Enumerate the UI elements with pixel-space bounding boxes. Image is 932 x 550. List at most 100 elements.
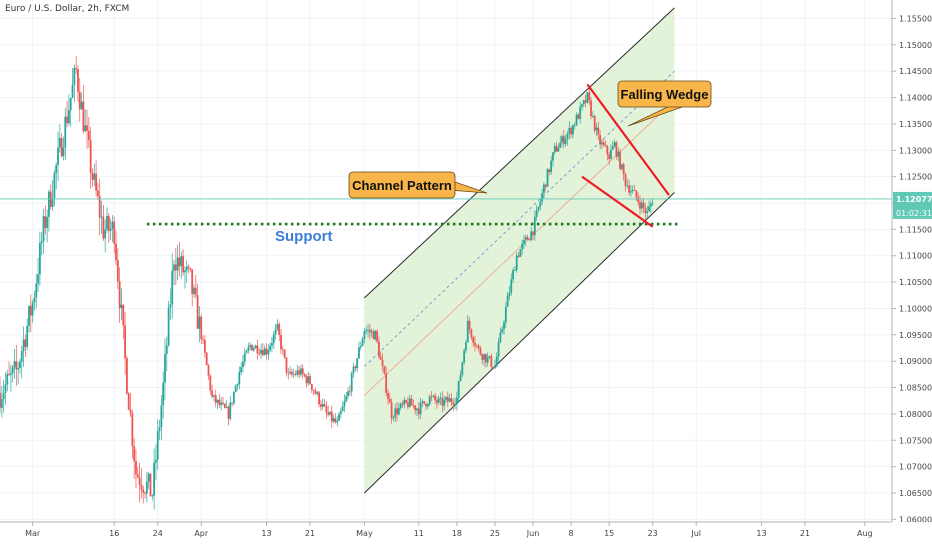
candle-body — [646, 211, 649, 213]
candle-body — [191, 269, 194, 294]
price-tick-label: 1.10000 — [899, 304, 932, 313]
candle-body — [9, 373, 12, 375]
candle-body — [203, 340, 206, 353]
candle-body — [185, 266, 188, 271]
candle-body — [223, 403, 226, 408]
candle-body — [599, 134, 602, 145]
candle-body — [209, 375, 212, 391]
candle-body — [86, 125, 88, 131]
candle-body — [383, 366, 386, 374]
candle-body — [510, 279, 513, 293]
candle-body — [481, 354, 484, 360]
candle-body — [617, 151, 620, 157]
date-axis-bg — [0, 522, 932, 550]
candle-body — [573, 125, 576, 126]
candle-body — [164, 354, 166, 383]
candle-body — [365, 330, 368, 332]
candle-body — [552, 152, 554, 161]
candle-body — [399, 403, 402, 408]
candle-body — [559, 142, 562, 149]
candle-body — [147, 473, 150, 482]
candle-body — [142, 489, 145, 493]
candle-body — [459, 375, 462, 381]
candle-body — [140, 484, 143, 490]
candle-body — [651, 203, 654, 205]
price-tick-label: 1.07000 — [899, 463, 932, 472]
candle-body — [6, 373, 9, 385]
candle-body — [229, 402, 232, 419]
candle-body — [372, 331, 375, 340]
candle-body — [631, 190, 634, 192]
candle-body — [138, 477, 141, 485]
candle-body — [581, 104, 583, 107]
candle-body — [579, 106, 582, 119]
candle-body — [553, 145, 556, 153]
price-axis-bg — [892, 0, 932, 550]
candle-body — [2, 393, 5, 400]
candle-body — [53, 172, 56, 199]
candle-body — [193, 287, 195, 294]
candle-body — [37, 274, 39, 284]
candle-body — [445, 397, 447, 400]
date-tick-label: Jun — [526, 529, 540, 538]
candle-body — [91, 172, 94, 180]
candle-body — [118, 281, 121, 309]
candle-body — [630, 191, 632, 193]
date-tick-label: 24 — [153, 529, 163, 538]
candle-body — [200, 316, 203, 340]
candle-body — [238, 372, 241, 385]
candle-body — [441, 397, 444, 406]
candle-body — [613, 142, 616, 147]
candle-body — [601, 142, 603, 145]
candle-body — [158, 427, 161, 432]
candle-body — [535, 210, 538, 217]
candle-body — [497, 342, 500, 357]
candle-body — [423, 401, 426, 404]
candle-body — [97, 190, 99, 197]
candle-body — [475, 345, 478, 347]
date-tick-label: 16 — [109, 529, 119, 538]
candle-body — [89, 140, 92, 173]
candle-body — [272, 334, 275, 343]
candle-body — [421, 401, 424, 403]
candle-body — [504, 306, 507, 323]
candle-body — [213, 395, 215, 397]
candle-body — [153, 462, 156, 496]
candle-body — [524, 237, 527, 240]
wedge-callout-label: Falling Wedge — [621, 87, 709, 102]
candle-body — [0, 392, 1, 408]
candle-body — [80, 101, 83, 110]
candle-body — [577, 114, 580, 119]
candle-body — [541, 193, 543, 202]
candle-body — [276, 324, 279, 330]
date-tick-label: 13 — [261, 529, 271, 538]
candle-body — [44, 216, 47, 229]
candle-body — [392, 417, 395, 419]
candle-body — [463, 350, 466, 363]
candle-body — [303, 374, 306, 377]
candle-body — [329, 411, 331, 415]
candle-body — [187, 266, 190, 268]
candle-body — [174, 264, 177, 271]
date-tick-label: Jul — [690, 529, 701, 538]
candle-body — [370, 331, 373, 333]
candle-body — [381, 359, 384, 367]
countdown-label: 01:02:31 — [896, 209, 932, 218]
price-tick-label: 1.13000 — [899, 146, 932, 155]
candle-body — [367, 329, 369, 331]
candle-body — [343, 400, 346, 407]
candle-body — [60, 138, 63, 157]
candle-body — [178, 257, 181, 267]
candle-body — [11, 367, 14, 374]
candle-body — [334, 418, 337, 423]
candle-body — [356, 358, 359, 369]
candle-body — [167, 307, 170, 346]
candle-body — [352, 366, 355, 374]
candle-body — [180, 256, 183, 267]
candle-body — [75, 67, 78, 70]
candle-body — [258, 353, 261, 355]
candle-body — [437, 398, 440, 403]
candle-body — [57, 147, 59, 166]
candle-body — [455, 397, 458, 405]
wedge-upper-line — [586, 83, 670, 196]
